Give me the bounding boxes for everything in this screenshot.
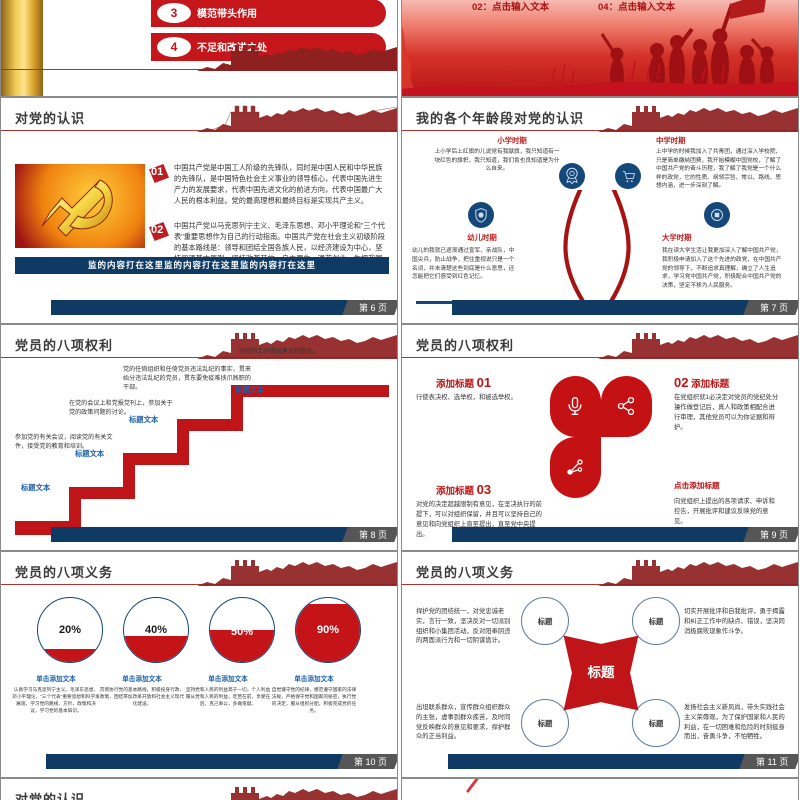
svg-text:标题: 标题 [586,664,615,680]
